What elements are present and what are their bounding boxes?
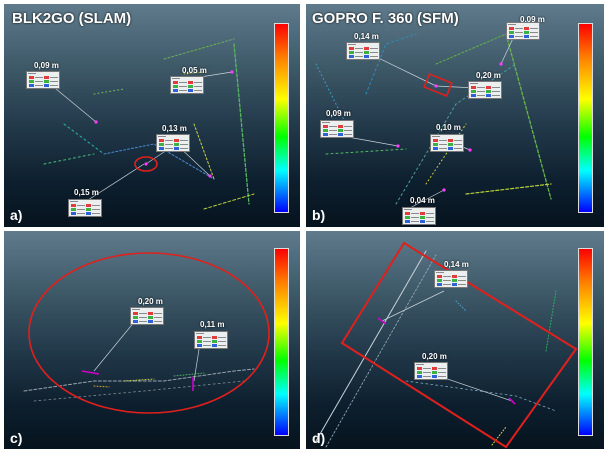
point-cloud-c	[4, 231, 300, 449]
panel-title: BLK2GO (SLAM)	[12, 10, 131, 27]
color-scale-bar	[274, 23, 289, 213]
compare-popup	[468, 81, 502, 99]
distance-label: 0,04 m	[410, 196, 435, 205]
point-cloud-a	[4, 4, 300, 227]
compare-popup	[194, 331, 228, 349]
compare-popup	[170, 76, 204, 94]
distance-label: 0,13 m	[162, 124, 187, 133]
panel-title: GOPRO F. 360 (SFM)	[312, 10, 459, 27]
panel-c: c) 0,20 m 0,11 m	[4, 231, 300, 449]
compare-popup	[402, 207, 436, 225]
color-scale-bar	[578, 23, 593, 213]
distance-label: 0,20 m	[138, 297, 163, 306]
distance-label: 0,11 m	[200, 320, 224, 329]
color-scale-legend	[566, 14, 602, 219]
distance-label: 0,20 m	[476, 71, 501, 80]
color-scale-bar	[274, 248, 289, 436]
compare-popup	[320, 120, 354, 138]
color-scale-legend	[262, 239, 298, 441]
panel-label: a)	[10, 207, 22, 223]
distance-label: 0,14 m	[444, 260, 469, 269]
distance-label: 0,14 m	[354, 32, 379, 41]
panel-d: d) 0,14 m 0,20 m	[306, 231, 604, 449]
distance-label: 0,09 m	[326, 109, 351, 118]
panel-a: BLK2GO (SLAM) a) 0,09 m 0,05 m 0,13 m 0,…	[4, 4, 300, 227]
panel-label: b)	[312, 207, 325, 223]
compare-popup	[68, 199, 102, 217]
color-scale-legend	[566, 239, 602, 441]
distance-label: 0,15 m	[74, 188, 99, 197]
compare-popup	[130, 307, 164, 325]
panel-b: GOPRO F. 360 (SFM) b) 0,14 m 0,09 m 0,20…	[306, 4, 604, 227]
color-scale-legend	[262, 14, 298, 219]
distance-label: 0,20 m	[422, 352, 447, 361]
compare-popup	[430, 134, 464, 152]
panel-label: d)	[312, 430, 325, 446]
color-scale-bar	[578, 248, 593, 436]
distance-label: 0,05 m	[182, 66, 207, 75]
compare-popup	[434, 270, 468, 288]
distance-label: 0,10 m	[436, 123, 461, 132]
panel-label: c)	[10, 430, 22, 446]
compare-popup	[26, 71, 60, 89]
compare-popup	[414, 362, 448, 380]
distance-label: 0,09 m	[34, 61, 59, 70]
compare-popup	[346, 42, 380, 60]
compare-popup	[506, 22, 540, 40]
compare-popup	[156, 134, 190, 152]
